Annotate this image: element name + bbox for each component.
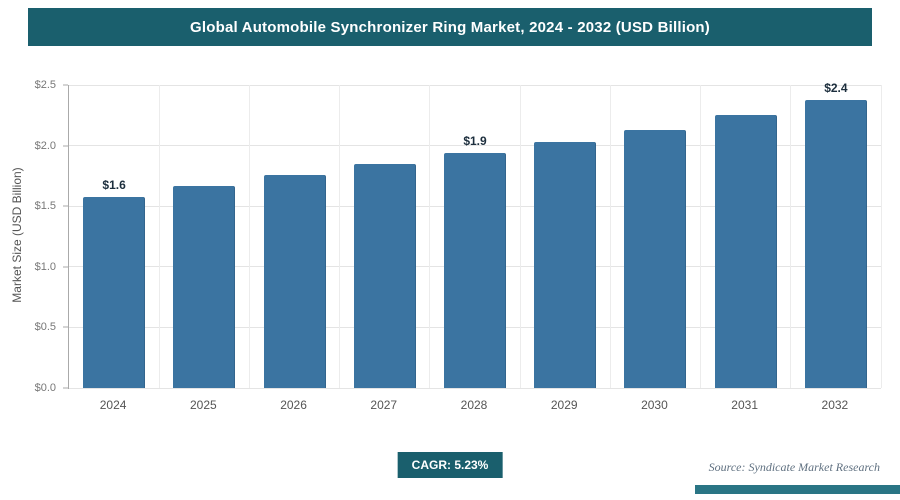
v-gridline bbox=[880, 85, 882, 388]
footer-accent-strip bbox=[695, 485, 900, 494]
bar-2029 bbox=[534, 141, 597, 388]
h-gridline bbox=[69, 387, 881, 389]
bar-2024 bbox=[83, 196, 146, 388]
v-gridline bbox=[158, 85, 160, 388]
v-gridline bbox=[700, 85, 702, 388]
x-tick-label: 2027 bbox=[370, 398, 398, 412]
v-gridline bbox=[790, 85, 792, 388]
y-tick-label: $2.0 bbox=[34, 139, 56, 152]
x-tick-label: 2031 bbox=[731, 398, 758, 412]
bar-value-label: $1.9 bbox=[463, 133, 487, 148]
y-tick-mark bbox=[63, 266, 68, 268]
bar-value-label: $2.4 bbox=[824, 80, 848, 95]
plot-area: $1.6 $1.9 $2.4 bbox=[68, 81, 882, 389]
bar-2031 bbox=[714, 115, 777, 388]
y-tick-label: $0.0 bbox=[34, 382, 56, 394]
y-tick-mark bbox=[63, 145, 68, 147]
y-tick-label: $0.5 bbox=[34, 321, 56, 334]
bar-2028 bbox=[444, 152, 506, 388]
h-gridline bbox=[69, 145, 881, 147]
y-tick-mark bbox=[63, 326, 68, 328]
bar-2026 bbox=[263, 174, 326, 388]
v-gridline bbox=[429, 85, 431, 388]
x-tick-label: 2026 bbox=[280, 398, 307, 412]
chart-title: Global Automobile Synchronizer Ring Mark… bbox=[189, 18, 710, 36]
bar-2027 bbox=[353, 163, 416, 388]
bar-2032 bbox=[804, 99, 867, 388]
x-tick-label: 2029 bbox=[550, 398, 578, 412]
source-credit: Source: Syndicate Market Research bbox=[708, 460, 880, 474]
x-tick-label: 2032 bbox=[821, 398, 849, 412]
x-tick-label: 2028 bbox=[460, 398, 488, 412]
h-gridline bbox=[69, 84, 881, 86]
y-tick-label: $2.5 bbox=[34, 79, 56, 91]
y-axis-ticks: $0.0 $0.5 $1.0 $1.5 $2.0 $2.5 bbox=[0, 79, 68, 394]
v-gridline bbox=[339, 85, 341, 388]
cagr-badge: CAGR: 5.23% bbox=[397, 452, 503, 478]
x-tick-label: 2024 bbox=[99, 398, 127, 412]
bar-value-label: $1.6 bbox=[102, 177, 126, 192]
y-tick-mark bbox=[63, 205, 68, 207]
y-tick-label: $1.5 bbox=[34, 200, 56, 213]
v-gridline bbox=[609, 85, 611, 388]
x-axis-labels: 2024 2025 2026 2027 2028 2029 2030 2031 2032 bbox=[68, 392, 880, 414]
y-tick-mark bbox=[63, 387, 68, 389]
x-tick-label: 2030 bbox=[641, 398, 668, 412]
x-tick-label: 2025 bbox=[189, 398, 217, 412]
v-gridline bbox=[519, 85, 521, 388]
chart-title-banner: Global Automobile Synchronizer Ring Mark… bbox=[28, 8, 872, 46]
bar-2025 bbox=[173, 185, 236, 388]
bar-2030 bbox=[624, 129, 687, 388]
v-gridline bbox=[248, 85, 250, 388]
y-tick-label: $1.0 bbox=[34, 260, 56, 273]
y-tick-mark bbox=[63, 84, 68, 86]
